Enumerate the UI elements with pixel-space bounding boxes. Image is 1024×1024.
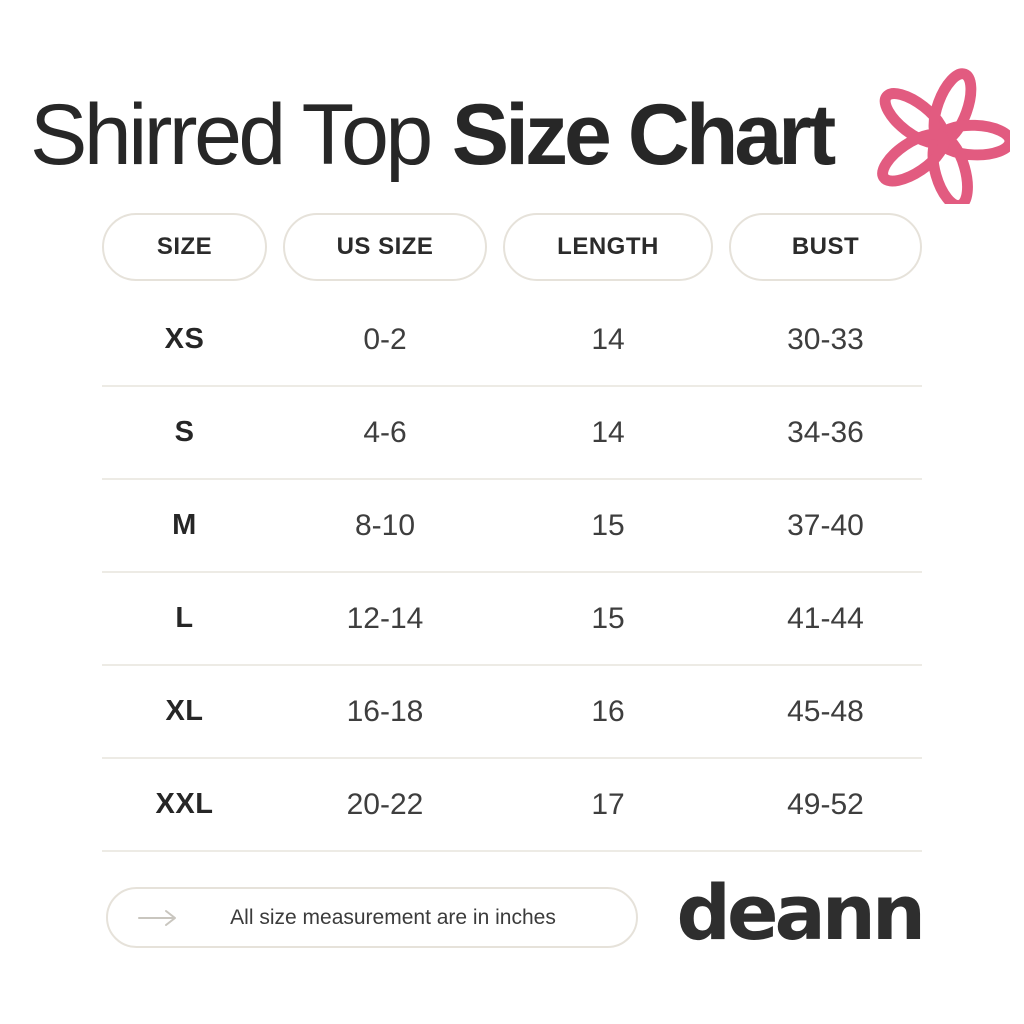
measurement-note-text: All size measurement are in inches: [230, 905, 556, 929]
table-cell: 14: [591, 415, 625, 449]
table-cell: 15: [591, 508, 625, 542]
table-cell: 37-40: [787, 508, 864, 542]
table-cell: 8-10: [354, 508, 416, 542]
table-cell: 49-52: [787, 787, 864, 821]
table-row: XS 0-2 14 30-33: [102, 294, 922, 387]
page-title-bold: Size Chart: [451, 87, 837, 183]
measurement-note-pill: All size measurement are in inches: [106, 887, 638, 948]
table-cell: 0-2: [363, 322, 407, 356]
size-table: XS 0-2 14 30-33 S 4-6 14 34-36 M 8-10 15 37-40 L 12-1…: [102, 294, 922, 852]
column-headers: SIZE US SIZE LENGTH BUST: [102, 213, 922, 281]
size-label: XXL: [155, 788, 214, 820]
table-row: M 8-10 15 37-40: [102, 480, 922, 573]
column-header-size: SIZE: [102, 213, 267, 281]
table-cell: 15: [591, 601, 625, 635]
size-label: S: [174, 416, 195, 448]
size-label: L: [175, 602, 194, 634]
title-row: Shirred Top Size Chart: [30, 68, 1010, 204]
table-cell: 20-22: [346, 787, 424, 821]
table-cell: 41-44: [787, 601, 864, 635]
arrow-right-icon: [138, 909, 176, 926]
column-header-bust: BUST: [729, 213, 922, 281]
table-row: XXL 20-22 17 49-52: [102, 759, 922, 852]
flower-icon: [877, 68, 1010, 204]
column-header-us-size: US SIZE: [283, 213, 487, 281]
table-cell: 30-33: [787, 322, 864, 356]
table-cell: 14: [591, 322, 625, 356]
size-label: XS: [164, 323, 205, 355]
table-cell: 4-6: [363, 415, 407, 449]
page-title-regular: Shirred Top: [30, 87, 433, 183]
table-cell: 34-36: [787, 415, 864, 449]
table-cell: 12-14: [346, 601, 424, 635]
table-row: XL 16-18 16 45-48: [102, 666, 922, 759]
size-label: M: [172, 509, 197, 541]
table-row: L 12-14 15 41-44: [102, 573, 922, 666]
table-cell: 17: [591, 787, 625, 821]
table-row: S 4-6 14 34-36: [102, 387, 922, 480]
table-cell: 16-18: [346, 694, 424, 728]
page-title: Shirred Top Size Chart: [30, 80, 837, 190]
table-cell: 45-48: [787, 694, 864, 728]
column-header-length: LENGTH: [503, 213, 713, 281]
brand-logo: deann: [676, 868, 926, 957]
table-cell: 16: [591, 694, 625, 728]
size-label: XL: [165, 695, 204, 727]
